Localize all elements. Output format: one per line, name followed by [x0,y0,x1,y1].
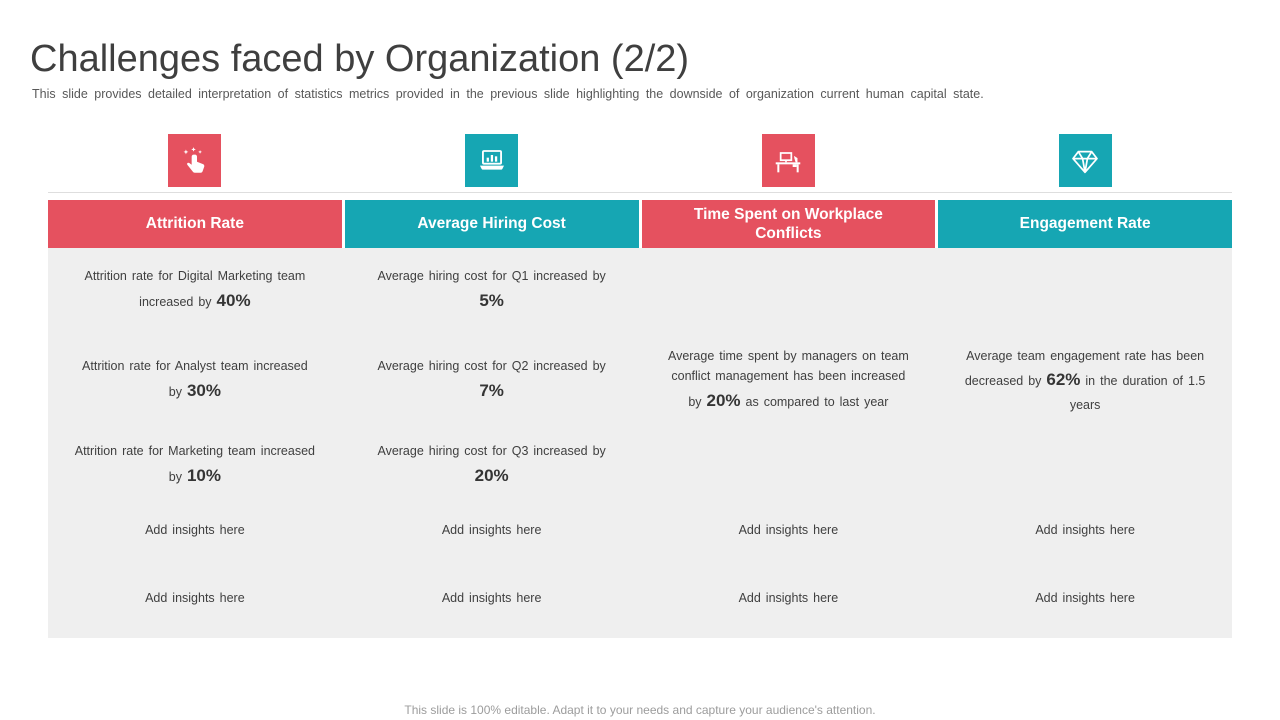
tap-stars-icon [168,134,222,187]
stat-text: as compared to last year [740,395,889,410]
header-attrition-rate: Attrition Rate [48,200,342,248]
tap-stars-icon [183,146,205,173]
header-time-spent-on-workplace-conflicts: Time Spent on Workplace Conflicts [641,200,936,248]
column-headers: Attrition Rate Average Hiring Cost Time … [48,200,1232,248]
add-insights-cell: Add insights here [48,558,342,638]
workspace-desk-icon [776,151,801,172]
header-label: Time Spent on Workplace Conflicts [693,205,883,242]
add-insights-cell: Add insights here [345,558,639,638]
icon-slot [938,134,1232,187]
stat-cell: Attrition rate for Digital Marketing tea… [48,248,342,333]
stat-value: 62% [1046,370,1081,390]
header-label: Average Hiring Cost [417,215,566,233]
stat-cell: Average time spent by managers on team c… [642,333,936,428]
stat-statement: Average time spent by managers on team c… [668,346,910,415]
stat-statement: Average hiring cost for Q1 increased by … [371,266,613,315]
stat-value: 40% [216,290,251,310]
column-icons-row [48,134,1232,187]
slide-subtitle: This slide provides detailed interpretat… [32,86,984,101]
stat-cell [938,428,1232,503]
add-insights-cell: Add insights here [642,503,936,558]
stat-cell: Attrition rate for Marketing team increa… [48,428,342,503]
stat-cell: Average hiring cost for Q2 increased by … [345,333,639,428]
stat-statement: Average hiring cost for Q2 increased by … [371,356,613,405]
diamond-icon [1058,134,1112,187]
stat-value: 7% [479,380,504,400]
stat-value: 20% [474,465,509,485]
stat-statement: Attrition rate for Marketing team increa… [74,441,316,490]
diamond-icon [1072,150,1098,173]
add-insights-cell: Add insights here [642,558,936,638]
stat-statement: Average team engagement rate has been de… [964,346,1206,415]
laptop-analytics-icon [479,149,504,170]
stat-cell: Average hiring cost for Q3 increased by … [345,428,639,503]
stat-cell: Average hiring cost for Q1 increased by … [345,248,639,333]
workspace-desk-icon [761,134,815,187]
slide-footer: This slide is 100% editable. Adapt it to… [404,703,876,717]
header-average-hiring-cost: Average Hiring Cost [344,200,639,248]
stat-text: Average hiring cost for Q3 increased by [377,444,606,459]
header-engagement-rate: Engagement Rate [938,200,1232,248]
stat-cell [642,428,936,503]
stat-text: in the duration of 1.5 years [1069,374,1206,412]
stat-value: 5% [479,290,504,310]
stat-value: 30% [186,380,221,400]
add-insights-placeholder: Add insights here [145,523,245,538]
icon-slot [345,134,639,187]
stat-statement: Attrition rate for Digital Marketing tea… [74,266,316,315]
stat-cell [938,248,1232,333]
add-insights-placeholder: Add insights here [441,523,542,538]
stat-value: 20% [706,391,741,411]
add-insights-placeholder: Add insights here [738,590,839,605]
stat-text: Attrition rate for Digital Marketing tea… [84,269,306,309]
stat-statement: Average hiring cost for Q3 increased by … [371,441,613,490]
icon-slot [642,134,936,187]
stat-text: Average hiring cost for Q1 increased by [377,269,606,284]
add-insights-cell: Add insights here [938,503,1232,558]
column-time-spent-on-workplace-conflicts: Average time spent by managers on team c… [642,248,936,638]
add-insights-placeholder: Add insights here [441,590,542,605]
add-insights-placeholder: Add insights here [145,590,245,605]
add-insights-cell: Add insights here [345,503,639,558]
add-insights-cell: Add insights here [48,503,342,558]
page-title: Challenges faced by Organization (2/2) [30,38,690,81]
laptop-analytics-icon [465,134,519,187]
icon-slot [48,134,342,187]
divider-line [48,192,1232,193]
stats-panel: Attrition rate for Digital Marketing tea… [48,248,1232,638]
header-label: Engagement Rate [1019,215,1151,233]
add-insights-placeholder: Add insights here [1035,590,1135,605]
stat-cell: Attrition rate for Analyst team increase… [48,333,342,428]
column-average-hiring-cost: Average hiring cost for Q1 increased by … [345,248,639,638]
stat-text: Attrition rate for Analyst team increase… [82,359,308,399]
stat-text: Average hiring cost for Q2 increased by [377,359,606,374]
header-label: Attrition Rate [145,215,244,233]
stat-value: 10% [186,465,221,485]
add-insights-placeholder: Add insights here [1035,523,1135,538]
stat-text: Average time spent by managers on team c… [667,348,909,410]
stat-text: Average team engagement rate has been de… [964,348,1205,389]
add-insights-cell: Add insights here [938,558,1232,638]
column-engagement-rate: Average team engagement rate has been de… [938,248,1232,638]
add-insights-placeholder: Add insights here [738,523,839,538]
stat-statement: Attrition rate for Analyst team increase… [74,356,316,405]
stat-text: Attrition rate for Marketing team increa… [74,444,315,484]
column-attrition-rate: Attrition rate for Digital Marketing tea… [48,248,342,638]
stat-cell: Average team engagement rate has been de… [938,333,1232,428]
stat-cell [642,248,936,333]
